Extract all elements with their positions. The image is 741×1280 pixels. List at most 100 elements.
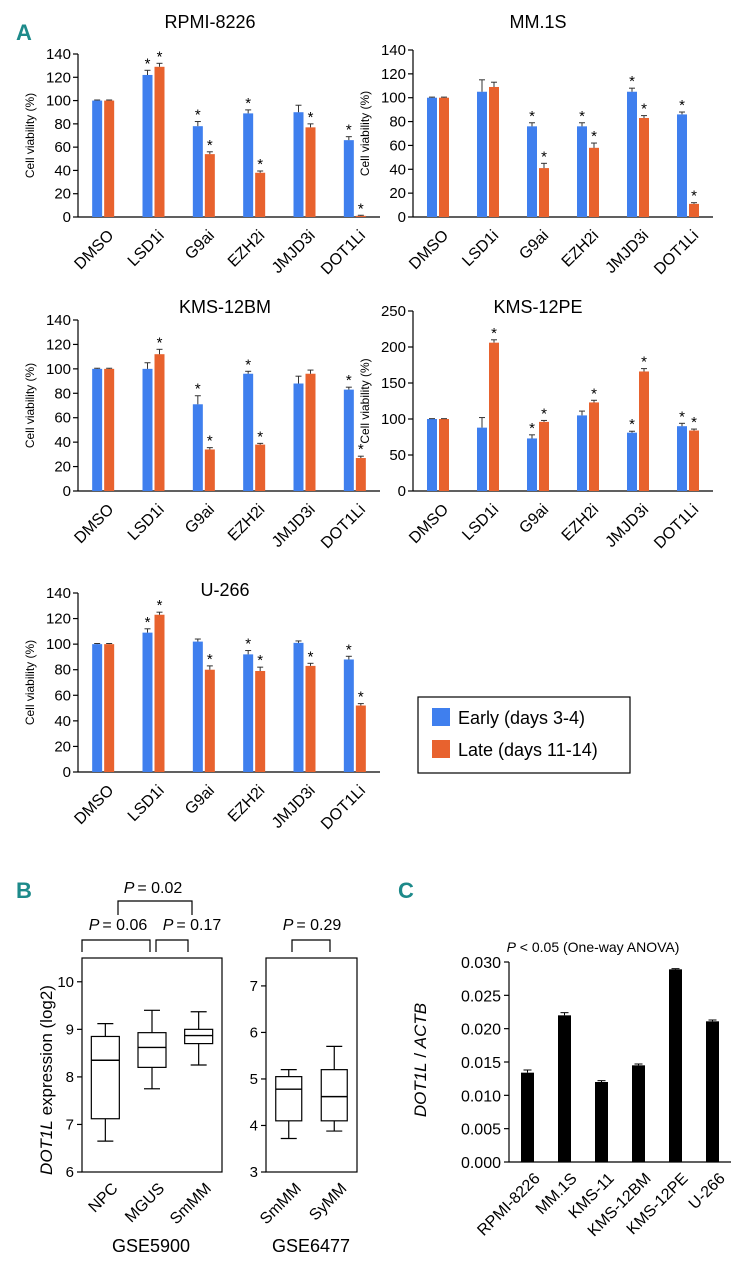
y-tick-label: 0 bbox=[398, 483, 406, 500]
x-tick-label: LSD1i bbox=[125, 501, 168, 544]
bracket-npc-smmm bbox=[117, 900, 193, 915]
x-tick-label: G9ai bbox=[516, 501, 552, 537]
x-tick-label: DMSO bbox=[71, 227, 117, 273]
bar-late-jmjd3i bbox=[639, 117, 649, 217]
anova-label: P < 0.05 (One-way ANOVA) bbox=[507, 939, 680, 955]
y-tick-label: 100 bbox=[381, 90, 406, 107]
y-tick-label: 0.000 bbox=[461, 1155, 501, 1172]
bar-early-ezh2i bbox=[243, 113, 254, 217]
y-tick-label: 140 bbox=[381, 42, 406, 59]
bar-early-dot1li bbox=[677, 426, 687, 491]
legend: Early (days 3-4) Late (days 11-14) bbox=[417, 696, 631, 774]
bar-mm.1s bbox=[558, 1015, 571, 1162]
significance-star: * bbox=[245, 356, 251, 373]
panel-c: DOT1L / ACTB P < 0.05 (One-way ANOVA) 0.… bbox=[411, 939, 731, 1240]
bar-late-dmso bbox=[104, 368, 115, 491]
bracket-npc-mgus bbox=[81, 939, 151, 952]
x-tick-label: DMSO bbox=[406, 227, 452, 273]
bar-late-g9ai bbox=[539, 168, 549, 217]
panel-c-ylabel: DOT1L / ACTB bbox=[411, 1003, 430, 1117]
bar-late-g9ai bbox=[204, 154, 215, 217]
bar-late-dmso bbox=[439, 97, 449, 217]
chart-title: RPMI-8226 bbox=[164, 12, 255, 32]
bar-early-lsd1i bbox=[477, 91, 487, 217]
bar-kms-12bm bbox=[632, 1065, 645, 1162]
significance-star: * bbox=[358, 200, 364, 217]
x-tick-label: G9ai bbox=[182, 782, 218, 818]
significance-star: * bbox=[245, 95, 251, 112]
bar-late-dot1li bbox=[689, 430, 699, 491]
y-tick-label: 0.010 bbox=[461, 1088, 501, 1105]
y-tick-label: 7 bbox=[66, 1116, 74, 1133]
y-tick-label: 5 bbox=[250, 1071, 258, 1088]
bar-late-g9ai bbox=[204, 669, 215, 772]
bar-late-lsd1i bbox=[154, 66, 165, 217]
panel-b-ylabel: DOT1L expression (log2) bbox=[37, 985, 56, 1175]
chart-title: MM.1S bbox=[509, 12, 566, 32]
y-tick-label: 120 bbox=[381, 66, 406, 83]
panel-b-ylabel-rest: expression (log2) bbox=[37, 985, 56, 1120]
chart-rpmi-8226: RPMI-8226 0 20 40 60 80 100 120 140 Cell viabilit… bbox=[23, 12, 380, 278]
y-tick-label: 0.030 bbox=[461, 955, 501, 972]
chart-mm1s: MM.1S 0 20 40 60 80 100 120 140 Cell viability (%… bbox=[358, 12, 713, 278]
y-tick-label: 3 bbox=[250, 1164, 258, 1181]
significance-star: * bbox=[257, 652, 263, 669]
x-tick-label: DOT1Li bbox=[318, 227, 369, 278]
bar-late-dmso bbox=[439, 419, 449, 491]
bar-late-ezh2i bbox=[255, 444, 266, 491]
significance-star: * bbox=[157, 597, 163, 614]
x-tick-label: SmMM bbox=[167, 1180, 215, 1228]
bar-rpmi-8226 bbox=[521, 1072, 534, 1162]
x-tick-label: DMSO bbox=[71, 782, 117, 828]
y-tick-label: 80 bbox=[54, 662, 71, 679]
bar-late-dot1li bbox=[355, 215, 366, 217]
x-tick-label: DOT1Li bbox=[651, 501, 702, 552]
y-tick-label: 140 bbox=[46, 585, 71, 602]
chart-title: U-266 bbox=[200, 580, 249, 600]
y-axis-label: Cell viability (%) bbox=[358, 358, 372, 443]
y-tick-label: 60 bbox=[54, 410, 71, 427]
y-tick-label: 0.005 bbox=[461, 1122, 501, 1139]
plot-frame bbox=[81, 957, 223, 1173]
significance-star: * bbox=[691, 414, 697, 431]
bar-early-g9ai bbox=[192, 641, 203, 772]
y-tick-label: 10 bbox=[57, 974, 74, 991]
chart-kms-12pe: KMS-12PE 0 50 100 150 200 250 Cell viability (%… bbox=[358, 297, 713, 552]
y-tick-label: 20 bbox=[54, 459, 71, 476]
panel-letter-a: A bbox=[16, 20, 32, 45]
bar-early-jmjd3i bbox=[293, 642, 304, 772]
x-tick-label: G9ai bbox=[182, 501, 218, 537]
y-tick-label: 7 bbox=[250, 978, 258, 995]
legend-swatch-early bbox=[432, 708, 450, 726]
bar-late-lsd1i bbox=[489, 342, 499, 491]
bar-early-ezh2i bbox=[243, 654, 254, 772]
bar-late-dot1li bbox=[689, 203, 699, 217]
legend-frame bbox=[417, 696, 631, 774]
significance-star: * bbox=[629, 416, 635, 433]
dataset-gse5900: GSE5900 bbox=[112, 1236, 190, 1256]
y-tick-label: 6 bbox=[250, 1024, 258, 1041]
significance-star: * bbox=[308, 648, 314, 665]
x-tick-label: G9ai bbox=[182, 227, 218, 263]
bar-early-dot1li bbox=[677, 114, 687, 217]
significance-star: * bbox=[679, 97, 685, 114]
y-tick-label: 0 bbox=[63, 764, 71, 781]
y-tick-label: 120 bbox=[46, 69, 71, 86]
significance-star: * bbox=[157, 48, 163, 65]
bar-early-lsd1i bbox=[142, 632, 153, 772]
y-tick-label: 40 bbox=[54, 434, 71, 451]
x-tick-label: LSD1i bbox=[125, 782, 168, 825]
bracket-mgus-smmm bbox=[155, 939, 189, 952]
bar-kms-12pe bbox=[669, 969, 682, 1162]
y-tick-label: 50 bbox=[389, 447, 406, 464]
bracket-smmm-symm bbox=[291, 939, 331, 952]
x-tick-label: DOT1Li bbox=[651, 227, 702, 278]
y-tick-label: 100 bbox=[46, 361, 71, 378]
significance-star: * bbox=[641, 354, 647, 371]
y-tick-label: 0.015 bbox=[461, 1055, 501, 1072]
x-tick-label: JMJD3i bbox=[602, 501, 652, 551]
y-tick-label: 40 bbox=[389, 161, 406, 178]
y-tick-label: 9 bbox=[66, 1021, 74, 1038]
y-tick-label: 40 bbox=[54, 713, 71, 730]
